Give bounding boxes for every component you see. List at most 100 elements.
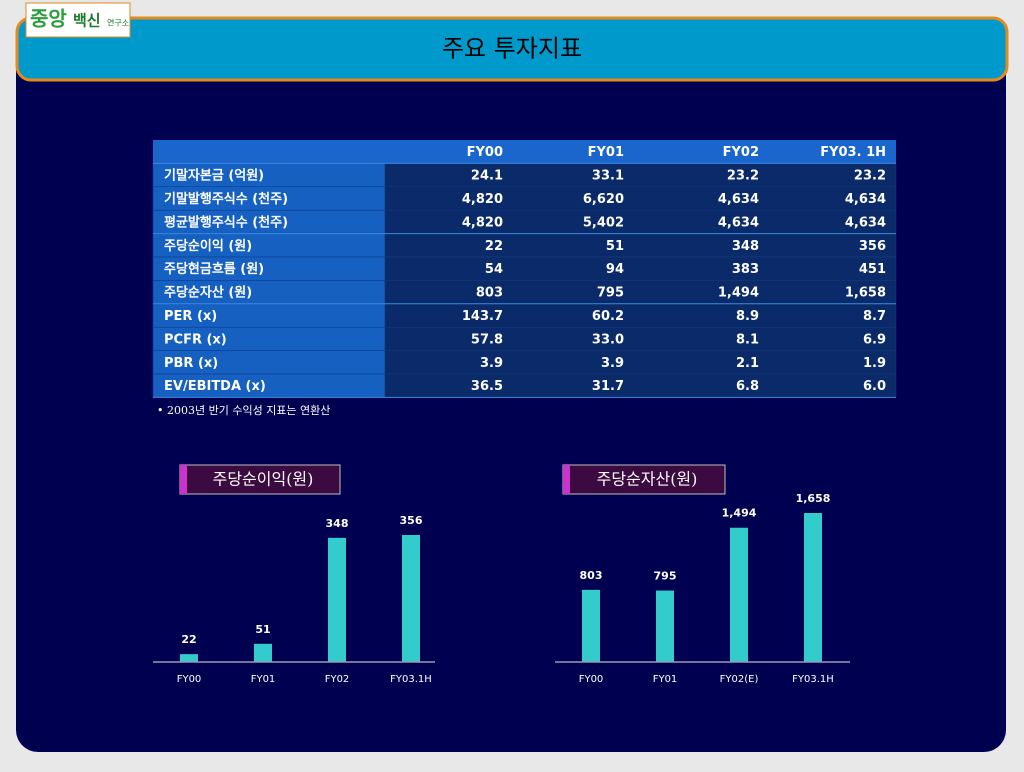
x-tick-label: FY02 bbox=[325, 674, 350, 685]
value-row bbox=[384, 373, 897, 398]
data-label: 795 bbox=[654, 570, 677, 583]
logo-box bbox=[25, 2, 131, 38]
cell: 8.1 bbox=[736, 332, 759, 347]
cell: 143.7 bbox=[462, 309, 503, 324]
value-row bbox=[384, 163, 897, 188]
row-label: 주당순이익 (원) bbox=[164, 238, 252, 254]
x-tick-label: FY00 bbox=[177, 674, 202, 685]
cell: 356 bbox=[859, 239, 886, 254]
x-tick-label: FY02(E) bbox=[720, 674, 759, 685]
bar bbox=[582, 589, 600, 662]
row-label: PBR (x) bbox=[164, 356, 218, 371]
chart-title: 주당순이익(원) bbox=[213, 470, 314, 489]
x-tick-label: FY01 bbox=[653, 674, 678, 685]
x-tick-label: FY03.1H bbox=[792, 674, 834, 685]
bar bbox=[804, 513, 822, 662]
data-label: 1,658 bbox=[796, 492, 831, 505]
column-header: FY03. 1H bbox=[820, 145, 886, 160]
bar bbox=[730, 527, 748, 662]
logo-small: 연구소 bbox=[107, 19, 129, 28]
chart-caption-box bbox=[179, 464, 341, 495]
cell: 1,658 bbox=[845, 286, 886, 301]
cell: 54 bbox=[485, 262, 503, 277]
row-label: 주당현금흐름 (원) bbox=[164, 261, 264, 277]
row-label: 기말발행주식수 (천주) bbox=[164, 191, 288, 207]
logo-main: 중앙 bbox=[30, 7, 67, 31]
value-row bbox=[384, 280, 897, 305]
value-row bbox=[384, 233, 897, 258]
cell: 36.5 bbox=[471, 379, 503, 394]
cell: 4,820 bbox=[462, 215, 503, 230]
cell: 23.2 bbox=[854, 169, 886, 184]
x-tick-label: FY01 bbox=[251, 674, 276, 685]
cell: 23.2 bbox=[727, 169, 759, 184]
cell: 383 bbox=[732, 262, 759, 277]
cell: 24.1 bbox=[471, 169, 503, 184]
cell: 6,620 bbox=[583, 192, 624, 207]
cell: 8.9 bbox=[736, 309, 759, 324]
cell: 31.7 bbox=[592, 379, 624, 394]
cell: 51 bbox=[606, 239, 624, 254]
data-label: 1,494 bbox=[722, 507, 757, 520]
chart-title: 주당순자산(원) bbox=[597, 470, 698, 489]
data-label: 356 bbox=[400, 514, 423, 527]
note: • 2003년 반기 수익성 지표는 연환산 bbox=[157, 404, 330, 417]
cell: 1,494 bbox=[718, 286, 759, 301]
data-label: 803 bbox=[580, 569, 603, 582]
cell: 6.0 bbox=[863, 379, 886, 394]
cell: 803 bbox=[476, 286, 503, 301]
cell: 4,634 bbox=[718, 215, 759, 230]
cell: 795 bbox=[597, 286, 624, 301]
row-label: PCFR (x) bbox=[164, 332, 227, 347]
cell: 3.9 bbox=[601, 356, 624, 371]
logo-sub: 백신 bbox=[73, 12, 101, 30]
cell: 1.9 bbox=[863, 356, 886, 371]
cell: 4,634 bbox=[845, 215, 886, 230]
cell: 6.9 bbox=[863, 332, 886, 347]
cell: 4,634 bbox=[718, 192, 759, 207]
cell: 60.2 bbox=[592, 309, 624, 324]
header-row bbox=[153, 140, 896, 164]
data-label: 348 bbox=[326, 517, 349, 530]
bar bbox=[328, 537, 346, 662]
cell: 6.8 bbox=[736, 379, 759, 394]
cell: 3.9 bbox=[480, 356, 503, 371]
chart-caption-box bbox=[562, 464, 726, 495]
cell: 22 bbox=[485, 239, 503, 254]
value-row bbox=[384, 326, 897, 351]
cell: 57.8 bbox=[471, 332, 503, 347]
cell: 4,820 bbox=[462, 192, 503, 207]
row-label: 주당순자산 (원) bbox=[164, 285, 252, 301]
value-row bbox=[384, 350, 897, 375]
x-tick-label: FY03.1H bbox=[390, 674, 432, 685]
bar bbox=[656, 590, 674, 662]
data-label: 22 bbox=[181, 633, 196, 646]
cell: 451 bbox=[859, 262, 886, 277]
column-header: FY00 bbox=[467, 145, 503, 160]
cell: 4,634 bbox=[845, 192, 886, 207]
column-header: FY01 bbox=[588, 145, 624, 160]
cell: 33.1 bbox=[592, 169, 624, 184]
row-label: 평균발행주식수 (천주) bbox=[164, 214, 288, 230]
x-tick-label: FY00 bbox=[579, 674, 604, 685]
bar bbox=[402, 535, 420, 662]
cell: 33.0 bbox=[592, 332, 624, 347]
cell: 5,402 bbox=[583, 215, 624, 230]
cell: 8.7 bbox=[863, 309, 886, 324]
title: 주요 투자지표 bbox=[442, 35, 582, 63]
title-bar bbox=[15, 16, 1009, 82]
row-label: EV/EBITDA (x) bbox=[164, 379, 266, 394]
row-label: 기말자본금 (억원) bbox=[164, 169, 264, 184]
data-label: 51 bbox=[255, 623, 270, 636]
row-label: PER (x) bbox=[164, 309, 217, 324]
chart-caption-accent bbox=[180, 465, 187, 494]
cell: 94 bbox=[606, 262, 624, 277]
bar bbox=[254, 643, 272, 662]
cell: 2.1 bbox=[736, 356, 759, 371]
chart-caption-accent bbox=[563, 465, 570, 494]
column-header: FY02 bbox=[723, 145, 759, 160]
cell: 348 bbox=[732, 239, 759, 254]
bar bbox=[180, 654, 198, 662]
